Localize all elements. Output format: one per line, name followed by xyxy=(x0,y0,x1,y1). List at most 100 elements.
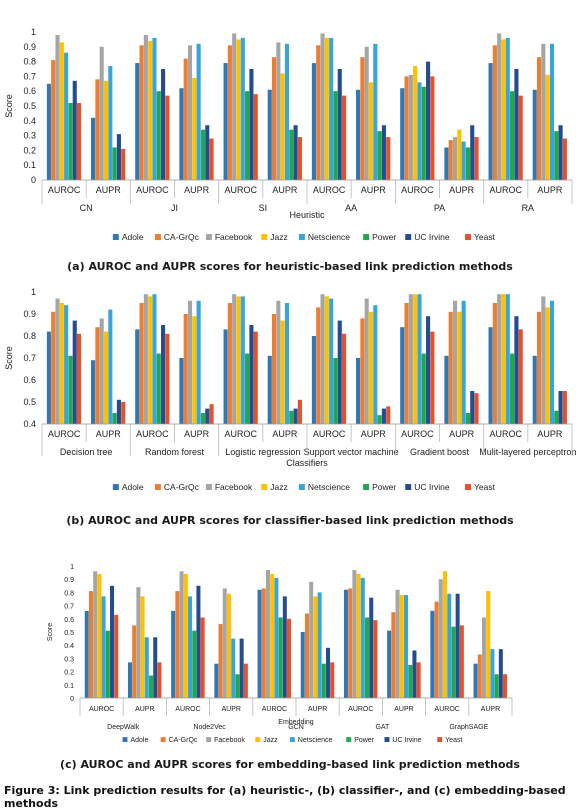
bar xyxy=(95,327,100,424)
bar xyxy=(156,353,161,424)
group-label: CN xyxy=(80,203,93,213)
y-axis-label: Score xyxy=(4,346,14,370)
bar xyxy=(329,37,334,180)
bar xyxy=(183,573,188,698)
bar xyxy=(391,612,396,698)
bar xyxy=(188,596,193,698)
bar xyxy=(187,300,193,424)
bar xyxy=(253,331,258,424)
bar xyxy=(139,45,144,180)
bar xyxy=(205,408,210,424)
bar xyxy=(240,296,245,424)
bar xyxy=(360,318,365,424)
bar xyxy=(200,617,205,698)
subgroup-label: AUPR xyxy=(481,706,500,713)
x-axis-label: Classifiers xyxy=(286,458,328,468)
bar xyxy=(481,617,486,698)
legend-swatch xyxy=(289,737,295,742)
subgroup-label: AUPR xyxy=(394,706,413,713)
bar xyxy=(267,355,272,424)
bar xyxy=(200,413,205,424)
subgroup-label: AUPR xyxy=(96,185,122,195)
bar xyxy=(313,596,318,698)
bar xyxy=(271,314,277,424)
legend-label: CA-GrQc xyxy=(164,232,200,242)
caption-a: (a) AUROC and AUPR scores for heuristic-… xyxy=(67,260,513,273)
bar xyxy=(192,630,197,698)
bar xyxy=(532,355,537,424)
y-tick-label: 0.8 xyxy=(23,331,36,341)
bar xyxy=(470,391,475,424)
legend-label: Adole xyxy=(122,232,144,242)
bar xyxy=(365,617,370,698)
bar xyxy=(289,129,294,180)
bar xyxy=(369,597,374,698)
bar xyxy=(342,333,347,424)
bar xyxy=(408,294,413,424)
bar xyxy=(55,298,60,424)
bar xyxy=(444,147,449,180)
bar xyxy=(501,294,506,424)
legend-label: Jazz xyxy=(270,482,287,492)
bar xyxy=(373,305,378,424)
y-tick-label: 0.8 xyxy=(23,57,36,67)
bar xyxy=(276,42,281,180)
bar xyxy=(284,43,290,181)
bar xyxy=(77,103,82,180)
bar xyxy=(114,614,119,698)
bar xyxy=(152,37,157,180)
legend-label: Adole xyxy=(122,482,144,492)
bar xyxy=(245,91,250,180)
bar xyxy=(373,620,378,698)
bar xyxy=(404,76,409,180)
bar xyxy=(518,95,523,180)
bar xyxy=(91,360,96,424)
bar xyxy=(477,654,482,698)
legend-swatch xyxy=(465,484,471,490)
bar xyxy=(562,391,567,424)
legend-label: Jazz xyxy=(270,232,287,242)
bar xyxy=(68,103,73,180)
bar xyxy=(352,569,357,698)
bar xyxy=(183,58,188,180)
legend-swatch xyxy=(205,234,212,240)
bar xyxy=(317,592,322,698)
bar xyxy=(278,617,283,698)
legend-label: Facebook xyxy=(215,232,253,242)
group-label: Node2Vec xyxy=(193,724,226,731)
bar xyxy=(227,303,232,424)
bar xyxy=(343,589,348,698)
subgroup-label: AUROC xyxy=(48,429,81,439)
subgroup-label: AUPR xyxy=(537,429,563,439)
bar xyxy=(373,43,378,181)
subgroup-label: AUROC xyxy=(136,429,169,439)
bar xyxy=(562,138,567,180)
y-tick-label: 0.9 xyxy=(23,309,36,319)
bar xyxy=(545,74,550,180)
chart-heuristic: 0 0.1 0.2 0.3 0.4 0.5 0.6 0.7 0.8 0.9 1 Score AUROC A… xyxy=(4,27,573,242)
bar xyxy=(223,329,228,424)
y-tick-label: 0.5 xyxy=(23,397,36,407)
subgroup-label: AUROC xyxy=(435,706,460,713)
bar xyxy=(297,399,302,424)
subgroup-label: AUPR xyxy=(272,429,298,439)
y-tick-label: 0.2 xyxy=(23,145,36,155)
legend-label: CA-GrQc xyxy=(169,737,198,744)
bar xyxy=(280,73,285,180)
y-axis-label: Score xyxy=(47,623,54,641)
bar xyxy=(143,294,148,424)
legend-label: Facebook xyxy=(214,737,245,744)
subgroup-label: AUROC xyxy=(489,429,522,439)
bar xyxy=(68,355,73,424)
bar xyxy=(381,408,386,424)
bar xyxy=(554,410,559,424)
legend-label: CA-GrQc xyxy=(164,482,200,492)
bar xyxy=(297,137,302,180)
y-tick-label: 0.7 xyxy=(23,353,36,363)
bar xyxy=(161,69,166,180)
bar xyxy=(368,311,374,424)
bar xyxy=(492,303,497,424)
subgroup-label: AUPR xyxy=(184,185,210,195)
group-label: Mulit-layered perceptron xyxy=(479,447,576,457)
bar xyxy=(497,33,502,181)
